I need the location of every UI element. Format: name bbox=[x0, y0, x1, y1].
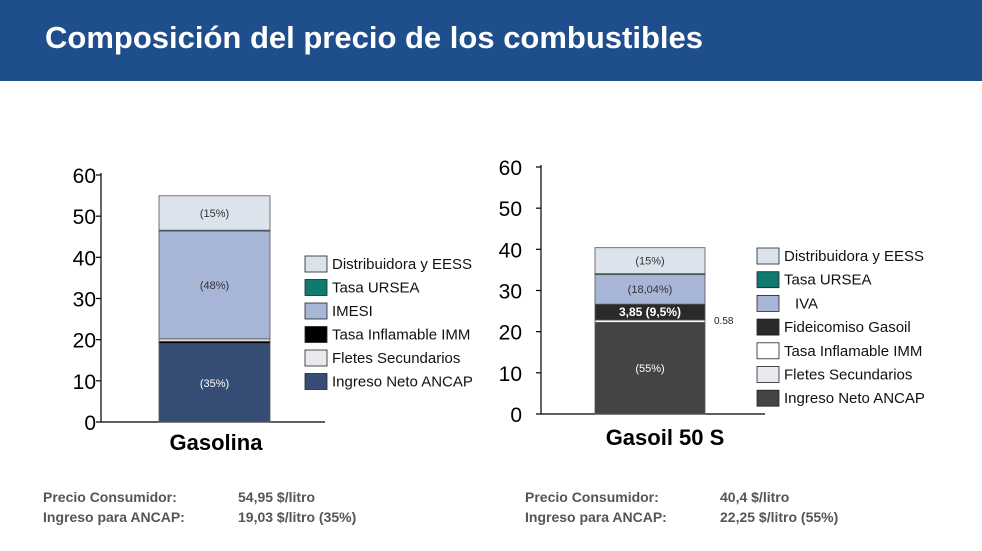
gasoil-legend-label: Distribuidora y EESS bbox=[784, 248, 924, 265]
gasolina-segment-ingreso-neto-ancap bbox=[158, 343, 271, 423]
gasoil-y-tick-label: 30 bbox=[499, 281, 522, 304]
gasolina-segment-distribuidora-y-eess bbox=[158, 195, 271, 231]
gasolina-legend-label: Tasa Inflamable IMM bbox=[332, 327, 470, 344]
left-ancap-income-value: 19,03 $/litro (35%) bbox=[238, 509, 357, 525]
gasolina-x-axis-label: Gasolina bbox=[170, 430, 264, 455]
gasoil-y-tick-label: 0 bbox=[510, 404, 522, 427]
gasoil-data-label: (15%) bbox=[635, 256, 664, 268]
gasolina-y-tick-label: 10 bbox=[73, 371, 96, 394]
gasoil-y-tick-label: 40 bbox=[499, 239, 522, 262]
gasoil-legend-swatch bbox=[756, 389, 780, 407]
gasoil-legend-label: Fletes Secundarios bbox=[784, 367, 912, 384]
gasoil-annotation: 0.58 bbox=[714, 316, 734, 327]
gasolina-y-tick-label: 30 bbox=[73, 289, 96, 312]
gasoil-legend-label: Tasa URSEA bbox=[784, 272, 872, 289]
right-consumer-price-label: Precio Consumidor: bbox=[525, 489, 659, 505]
gasoil-legend-swatch bbox=[756, 294, 780, 312]
right-ancap-income-label: Ingreso para ANCAP: bbox=[525, 509, 667, 525]
gasoil-x-axis-label: Gasoil 50 S bbox=[606, 425, 725, 450]
gasolina-y-tick-label: 60 bbox=[73, 165, 96, 188]
gasolina-y-tick-label: 20 bbox=[73, 330, 96, 353]
gasolina-legend-label: Distribuidora y EESS bbox=[332, 256, 472, 273]
charts-panel: 0 10 20 30 40 50 60 (35%) (48%) (15%) Gasolina Dist… bbox=[73, 157, 925, 455]
gasolina-legend-swatch bbox=[304, 255, 328, 273]
gasolina-legend-swatch bbox=[304, 302, 328, 320]
gasolina-legend-swatch bbox=[304, 373, 328, 390]
gasoil-legend-swatch bbox=[756, 366, 780, 383]
gasolina-legend-label: Tasa URSEA bbox=[332, 280, 420, 297]
gasoil-legend-label: IVA bbox=[795, 295, 818, 312]
gasolina-legend-label: Fletes Secundarios bbox=[332, 350, 460, 367]
gasoil-legend-label: Tasa Inflamable IMM bbox=[784, 343, 922, 360]
gasoil-legend-swatch bbox=[756, 342, 780, 360]
gasoil-segment-ingreso-neto-ancap bbox=[594, 322, 706, 415]
gasolina-y-tick-label: 40 bbox=[73, 247, 96, 270]
gasoil-legend-swatch bbox=[756, 247, 780, 265]
gasoil-legend-label: Fideicomiso Gasoil bbox=[784, 319, 911, 336]
gasoil-legend-swatch bbox=[756, 271, 780, 289]
gasolina-legend-label: IMESI bbox=[332, 303, 373, 320]
gasoil-segment-distribuidora-y-eess bbox=[594, 247, 706, 275]
gasolina-segment-imesi bbox=[158, 230, 271, 340]
gasolina-y-tick-label: 50 bbox=[73, 206, 96, 229]
gasoil-y-tick-label: 50 bbox=[499, 198, 522, 221]
gasoil-segment-iva bbox=[594, 273, 706, 305]
right-ancap-income-value: 22,25 $/litro (55%) bbox=[720, 509, 839, 525]
gasoil-y-tick-label: 20 bbox=[499, 322, 522, 345]
gasoil-data-label: (55%) bbox=[635, 363, 664, 375]
left-consumer-price-value: 54,95 $/litro bbox=[238, 489, 316, 505]
left-ancap-income-label: Ingreso para ANCAP: bbox=[43, 509, 185, 525]
page-title: Composición del precio de los combustibl… bbox=[45, 20, 704, 55]
gasoil-data-label: (18,04%) bbox=[628, 284, 673, 296]
title-banner: Composición del precio de los combustibl… bbox=[0, 0, 982, 81]
gasoil-y-tick-label: 10 bbox=[499, 363, 522, 386]
gasoil-legend-swatch bbox=[756, 318, 780, 336]
gasolina-legend-swatch bbox=[304, 326, 328, 343]
gasolina-legend-swatch bbox=[304, 279, 328, 296]
gasolina-data-label: (15%) bbox=[200, 208, 229, 220]
gasolina-data-label: (48%) bbox=[200, 280, 229, 292]
gasoil-legend-label: Ingreso Neto ANCAP bbox=[784, 390, 925, 407]
right-consumer-price-value: 40,4 $/litro bbox=[720, 489, 790, 505]
gasolina-legend-label: Ingreso Neto ANCAP bbox=[332, 374, 473, 391]
gasolina-data-label: (35%) bbox=[200, 378, 229, 390]
gasoil-y-tick-label: 60 bbox=[499, 157, 522, 180]
gasoil-data-label: 3,85 (9,5%) bbox=[619, 305, 681, 319]
gasolina-y-tick-label: 0 bbox=[84, 412, 96, 435]
left-consumer-price-label: Precio Consumidor: bbox=[43, 489, 177, 505]
gasolina-legend-swatch bbox=[304, 349, 328, 367]
